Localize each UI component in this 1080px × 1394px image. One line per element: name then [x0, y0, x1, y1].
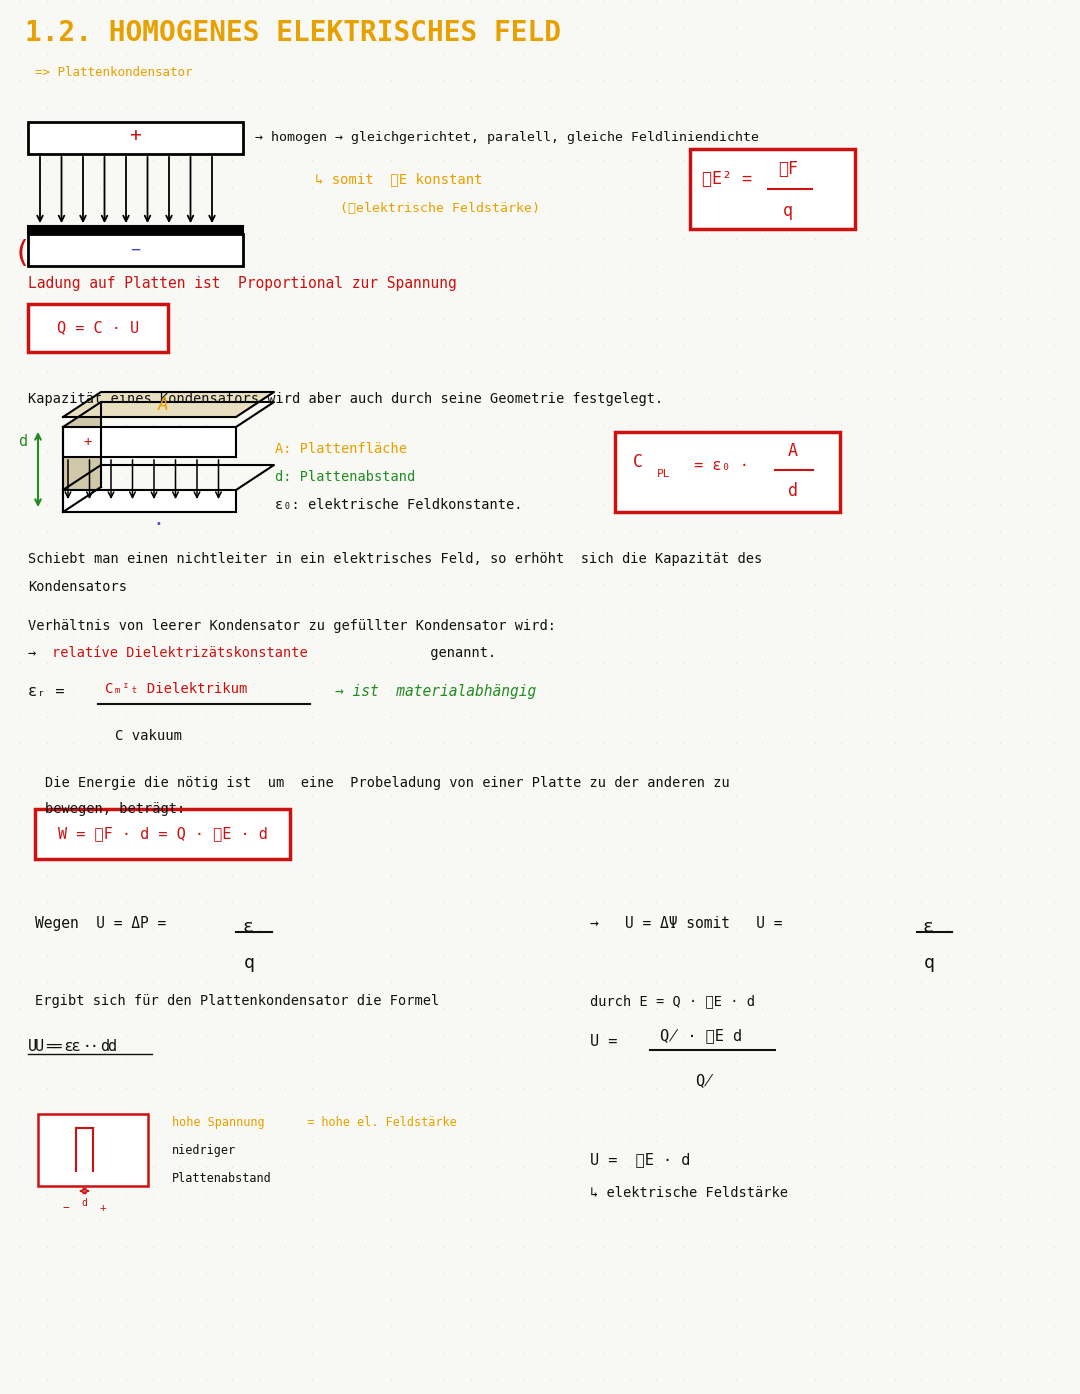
- Text: +: +: [84, 435, 92, 449]
- Text: C: C: [633, 453, 643, 471]
- Text: q: q: [244, 953, 255, 972]
- Text: d: Plattenabstand: d: Plattenabstand: [275, 470, 415, 484]
- Text: Cₘᴵₜ Dielektrikum: Cₘᴵₜ Dielektrikum: [105, 682, 247, 696]
- Bar: [690, 149, 855, 229]
- Text: Q = C · U: Q = C · U: [57, 321, 139, 336]
- Text: ε: ε: [922, 919, 933, 935]
- Text: ↳ elektrische Feldstärke: ↳ elektrische Feldstärke: [590, 1186, 788, 1200]
- Text: d: d: [18, 434, 28, 449]
- Bar: [63, 427, 237, 457]
- Text: Q̸: Q̸: [696, 1073, 713, 1089]
- Text: U = ε · d: U = ε · d: [28, 1039, 110, 1054]
- Bar: [615, 432, 840, 512]
- Bar: [28, 234, 243, 266]
- Text: A: A: [788, 442, 798, 460]
- Text: +: +: [99, 1203, 106, 1213]
- Text: q: q: [924, 953, 935, 972]
- Text: Verhältnis von leerer Kondensator zu gefüllter Kondensator wird:: Verhältnis von leerer Kondensator zu gef…: [28, 619, 556, 633]
- Polygon shape: [63, 401, 102, 512]
- Text: durch E = Q · ⃗E · d: durch E = Q · ⃗E · d: [590, 994, 755, 1008]
- Text: −: −: [63, 1203, 69, 1213]
- Text: U = ε · d: U = ε · d: [35, 1039, 117, 1054]
- Bar: [28, 226, 243, 234]
- Polygon shape: [63, 392, 274, 417]
- Text: →   U = ΔΨ somit   U =: → U = ΔΨ somit U =: [590, 916, 783, 931]
- Text: ⃗F: ⃗F: [778, 160, 798, 178]
- Text: Die Energie die nötig ist  um  eine  Probeladung von einer Platte zu der anderen: Die Energie die nötig ist um eine Probel…: [45, 776, 730, 790]
- Text: 1.2. HOMOGENES ELEKTRISCHES FELD: 1.2. HOMOGENES ELEKTRISCHES FELD: [25, 20, 561, 47]
- Text: U =: U =: [590, 1034, 618, 1050]
- Text: Wegen  U = ΔP =: Wegen U = ΔP =: [35, 916, 166, 931]
- Text: => Plattenkondensator: => Plattenkondensator: [35, 66, 192, 79]
- Text: ε: ε: [242, 919, 253, 935]
- Text: = ε₀ ·: = ε₀ ·: [685, 459, 748, 473]
- Text: → ist  materialabhängig: → ist materialabhängig: [335, 684, 537, 698]
- Text: PL: PL: [657, 468, 671, 478]
- Text: •: •: [156, 519, 161, 528]
- Text: +: +: [130, 127, 141, 145]
- Text: d: d: [81, 1197, 86, 1209]
- Text: hohe Spannung: hohe Spannung: [172, 1117, 265, 1129]
- Text: Kondensators: Kondensators: [28, 580, 127, 594]
- Text: →: →: [28, 645, 44, 659]
- Text: ↳ somit  ⃗E konstant: ↳ somit ⃗E konstant: [315, 171, 483, 185]
- Text: Schiebt man einen nichtleiter in ein elektrisches Feld, so erhöht  sich die Kapa: Schiebt man einen nichtleiter in ein ele…: [28, 552, 762, 566]
- Bar: [28, 304, 168, 353]
- Text: = hohe el. Feldstärke: = hohe el. Feldstärke: [300, 1117, 457, 1129]
- Text: (⃗elektrische Feldstärke): (⃗elektrische Feldstärke): [340, 202, 540, 216]
- Text: U =  ⃗E · d: U = ⃗E · d: [590, 1151, 690, 1167]
- Text: relatíve Dielektrizätskonstante: relatíve Dielektrizätskonstante: [52, 645, 308, 659]
- Text: niedriger: niedriger: [172, 1144, 237, 1157]
- Text: εᵣ =: εᵣ =: [28, 684, 65, 698]
- Text: W = ⃗F · d = Q · ⃗E · d: W = ⃗F · d = Q · ⃗E · d: [57, 827, 268, 842]
- Text: bewegen, beträgt:: bewegen, beträgt:: [45, 802, 186, 815]
- Bar: [35, 809, 291, 859]
- Bar: [63, 491, 237, 512]
- Bar: [28, 123, 243, 153]
- Text: −: −: [131, 241, 140, 259]
- Text: genannt.: genannt.: [422, 645, 496, 659]
- Text: Q̸ · ⃗E d: Q̸ · ⃗E d: [660, 1029, 742, 1044]
- Text: Ladung auf Platten ist  Proportional zur Spannung: Ladung auf Platten ist Proportional zur …: [28, 276, 457, 291]
- Text: → homogen → gleichgerichtet, paralell, gleiche Feldliniendichte: → homogen → gleichgerichtet, paralell, g…: [255, 131, 759, 144]
- Text: ε₀: elektrische Feldkonstante.: ε₀: elektrische Feldkonstante.: [275, 498, 523, 512]
- Text: d: d: [788, 482, 798, 500]
- Text: q: q: [783, 202, 793, 220]
- Text: Plattenabstand: Plattenabstand: [172, 1172, 272, 1185]
- Text: A: Plattenfläche: A: Plattenfläche: [275, 442, 407, 456]
- Text: C vakuum: C vakuum: [114, 729, 183, 743]
- Bar: [38, 1114, 148, 1186]
- Text: (: (: [13, 240, 31, 269]
- Text: Kapazität eines Kondensators wird aber auch durch seine Geometrie festgelegt.: Kapazität eines Kondensators wird aber a…: [28, 392, 663, 406]
- Text: Ergibt sich für den Plattenkondensator die Formel: Ergibt sich für den Plattenkondensator d…: [35, 994, 440, 1008]
- Text: A: A: [158, 396, 168, 414]
- Text: ⃗E² =: ⃗E² =: [702, 170, 752, 188]
